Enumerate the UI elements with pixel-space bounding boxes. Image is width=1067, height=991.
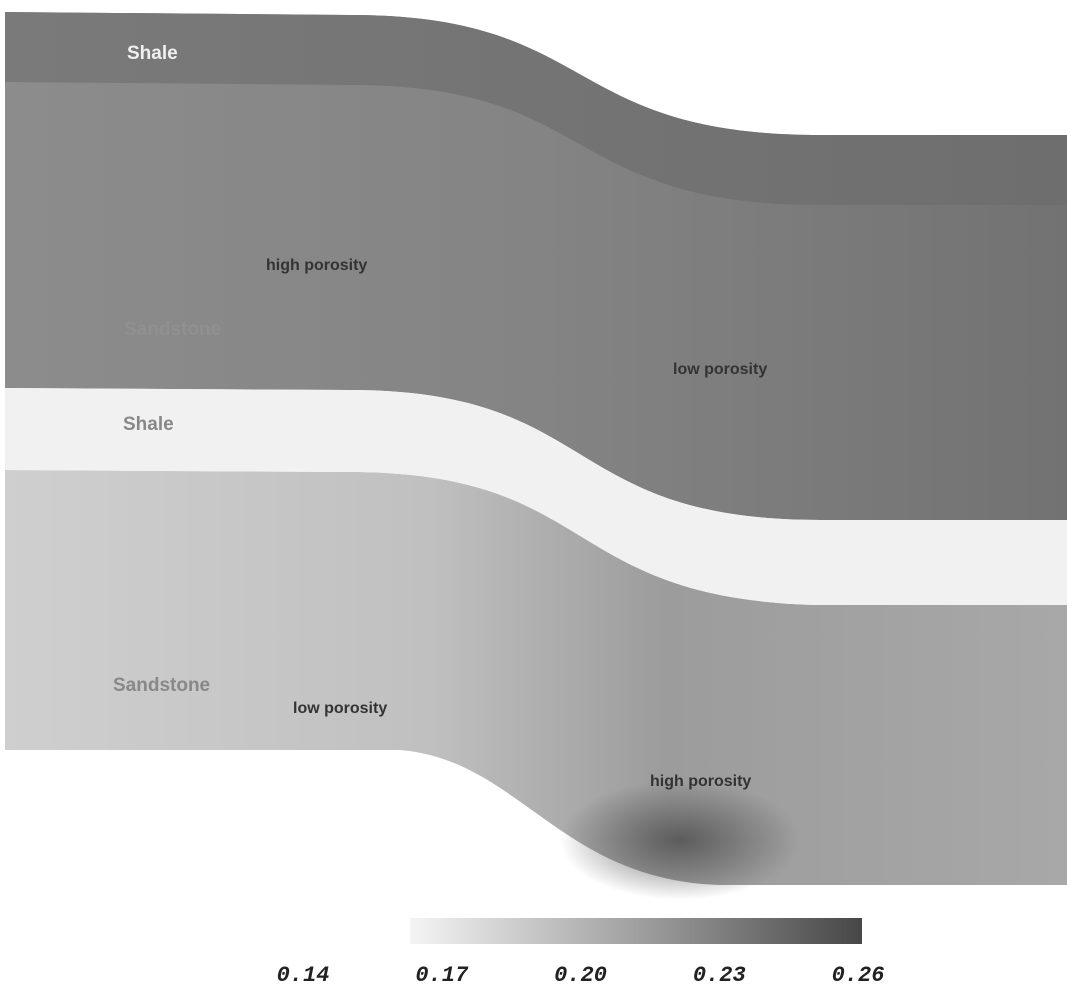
dark-zone xyxy=(560,780,800,900)
layer-label: Shale xyxy=(123,414,174,435)
colorbar-ticks: 0.14 0.17 0.20 0.23 0.26 xyxy=(277,963,885,988)
colorbar xyxy=(410,918,862,944)
zone-label: high porosity xyxy=(266,257,367,274)
colorbar-tick-label: 0.14 xyxy=(277,963,330,988)
layer-label: Sandstone xyxy=(124,319,221,340)
zone-label: low porosity xyxy=(673,361,767,378)
layer-label: Shale xyxy=(127,43,178,64)
zone-label: high porosity xyxy=(650,773,751,790)
colorbar-tick-label: 0.20 xyxy=(554,963,607,988)
zone-label: low porosity xyxy=(293,700,387,717)
figure: Shale high porosity Sandstone low porosi… xyxy=(0,0,1067,991)
layer-label: Sandstone xyxy=(113,675,210,696)
colorbar-tick-label: 0.26 xyxy=(832,963,885,988)
model xyxy=(5,12,1067,900)
colorbar-tick-label: 0.23 xyxy=(693,963,746,988)
colorbar-tick-label: 0.17 xyxy=(415,963,469,988)
